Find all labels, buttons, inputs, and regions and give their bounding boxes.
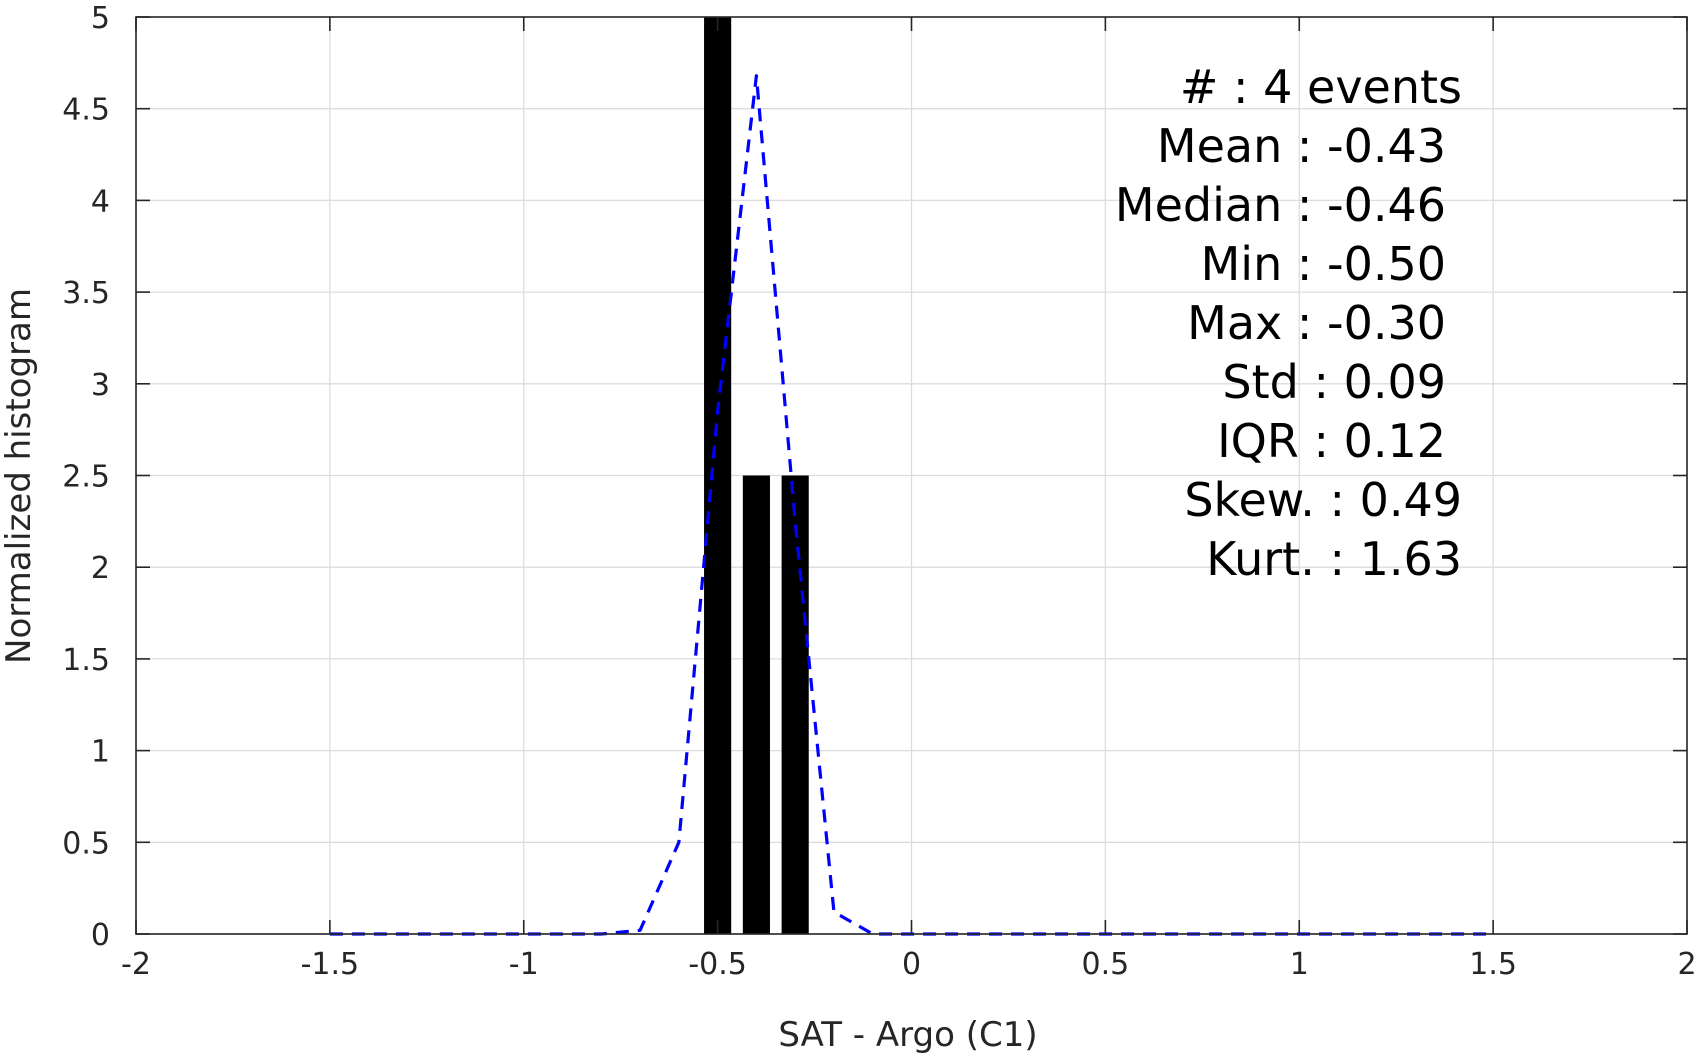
x-tick-label-3: -0.5 [688, 947, 747, 982]
x-tick-label-2: -1 [509, 947, 539, 982]
histogram-bar-2 [781, 475, 809, 934]
y-tick-label-6: 3 [91, 368, 110, 403]
stats-line-2: Median : -0.46 [1115, 178, 1446, 232]
x-axis-label: SAT - Argo (C1) [778, 1015, 1037, 1055]
y-tick-label-9: 4.5 [62, 93, 110, 128]
x-tick-labels: -2 -1.5 -1 -0.5 0 0.5 1 1.5 2 [121, 947, 1697, 982]
grid-lines [135, 16, 1688, 935]
x-tick-label-5: 0.5 [1082, 947, 1130, 982]
stats-line-5: Std : 0.09 [1222, 355, 1446, 409]
x-tick-label-1: -1.5 [301, 947, 360, 982]
stats-line-1: Mean : -0.43 [1157, 119, 1446, 173]
stats-line-0: # : 4 events [1180, 60, 1462, 114]
x-tick-label-8: 2 [1677, 947, 1696, 982]
y-tick-label-3: 1.5 [62, 643, 110, 678]
histogram-bar-0 [704, 17, 732, 934]
y-axis-label: Normalized histogram [0, 288, 39, 664]
axes [135, 16, 1688, 935]
y-tick-label-5: 2.5 [62, 460, 110, 495]
stats-line-7: Skew. : 0.49 [1184, 473, 1462, 527]
stats-line-8: Kurt. : 1.63 [1206, 532, 1462, 586]
stats-line-6: IQR : 0.12 [1217, 414, 1446, 468]
y-tick-labels: 0 0.5 1 1.5 2 2.5 3 3.5 4 4.5 5 [62, 1, 110, 953]
x-tick-label-7: 1.5 [1469, 947, 1517, 982]
x-tick-label-6: 1 [1290, 947, 1309, 982]
y-tick-label-8: 4 [91, 184, 110, 219]
y-tick-label-10: 5 [91, 1, 110, 36]
y-tick-label-7: 3.5 [62, 276, 110, 311]
stats-line-4: Max : -0.30 [1187, 296, 1446, 350]
x-tick-label-4: 0 [902, 947, 921, 982]
y-tick-label-2: 1 [91, 735, 110, 770]
histogram-bars [704, 17, 809, 934]
stats-line-3: Min : -0.50 [1201, 237, 1446, 291]
x-tick-label-0: -2 [121, 947, 151, 982]
y-tick-label-4: 2 [91, 551, 110, 586]
histogram-bar-1 [742, 475, 770, 934]
y-tick-label-0: 0 [91, 918, 110, 953]
y-tick-label-1: 0.5 [62, 826, 110, 861]
